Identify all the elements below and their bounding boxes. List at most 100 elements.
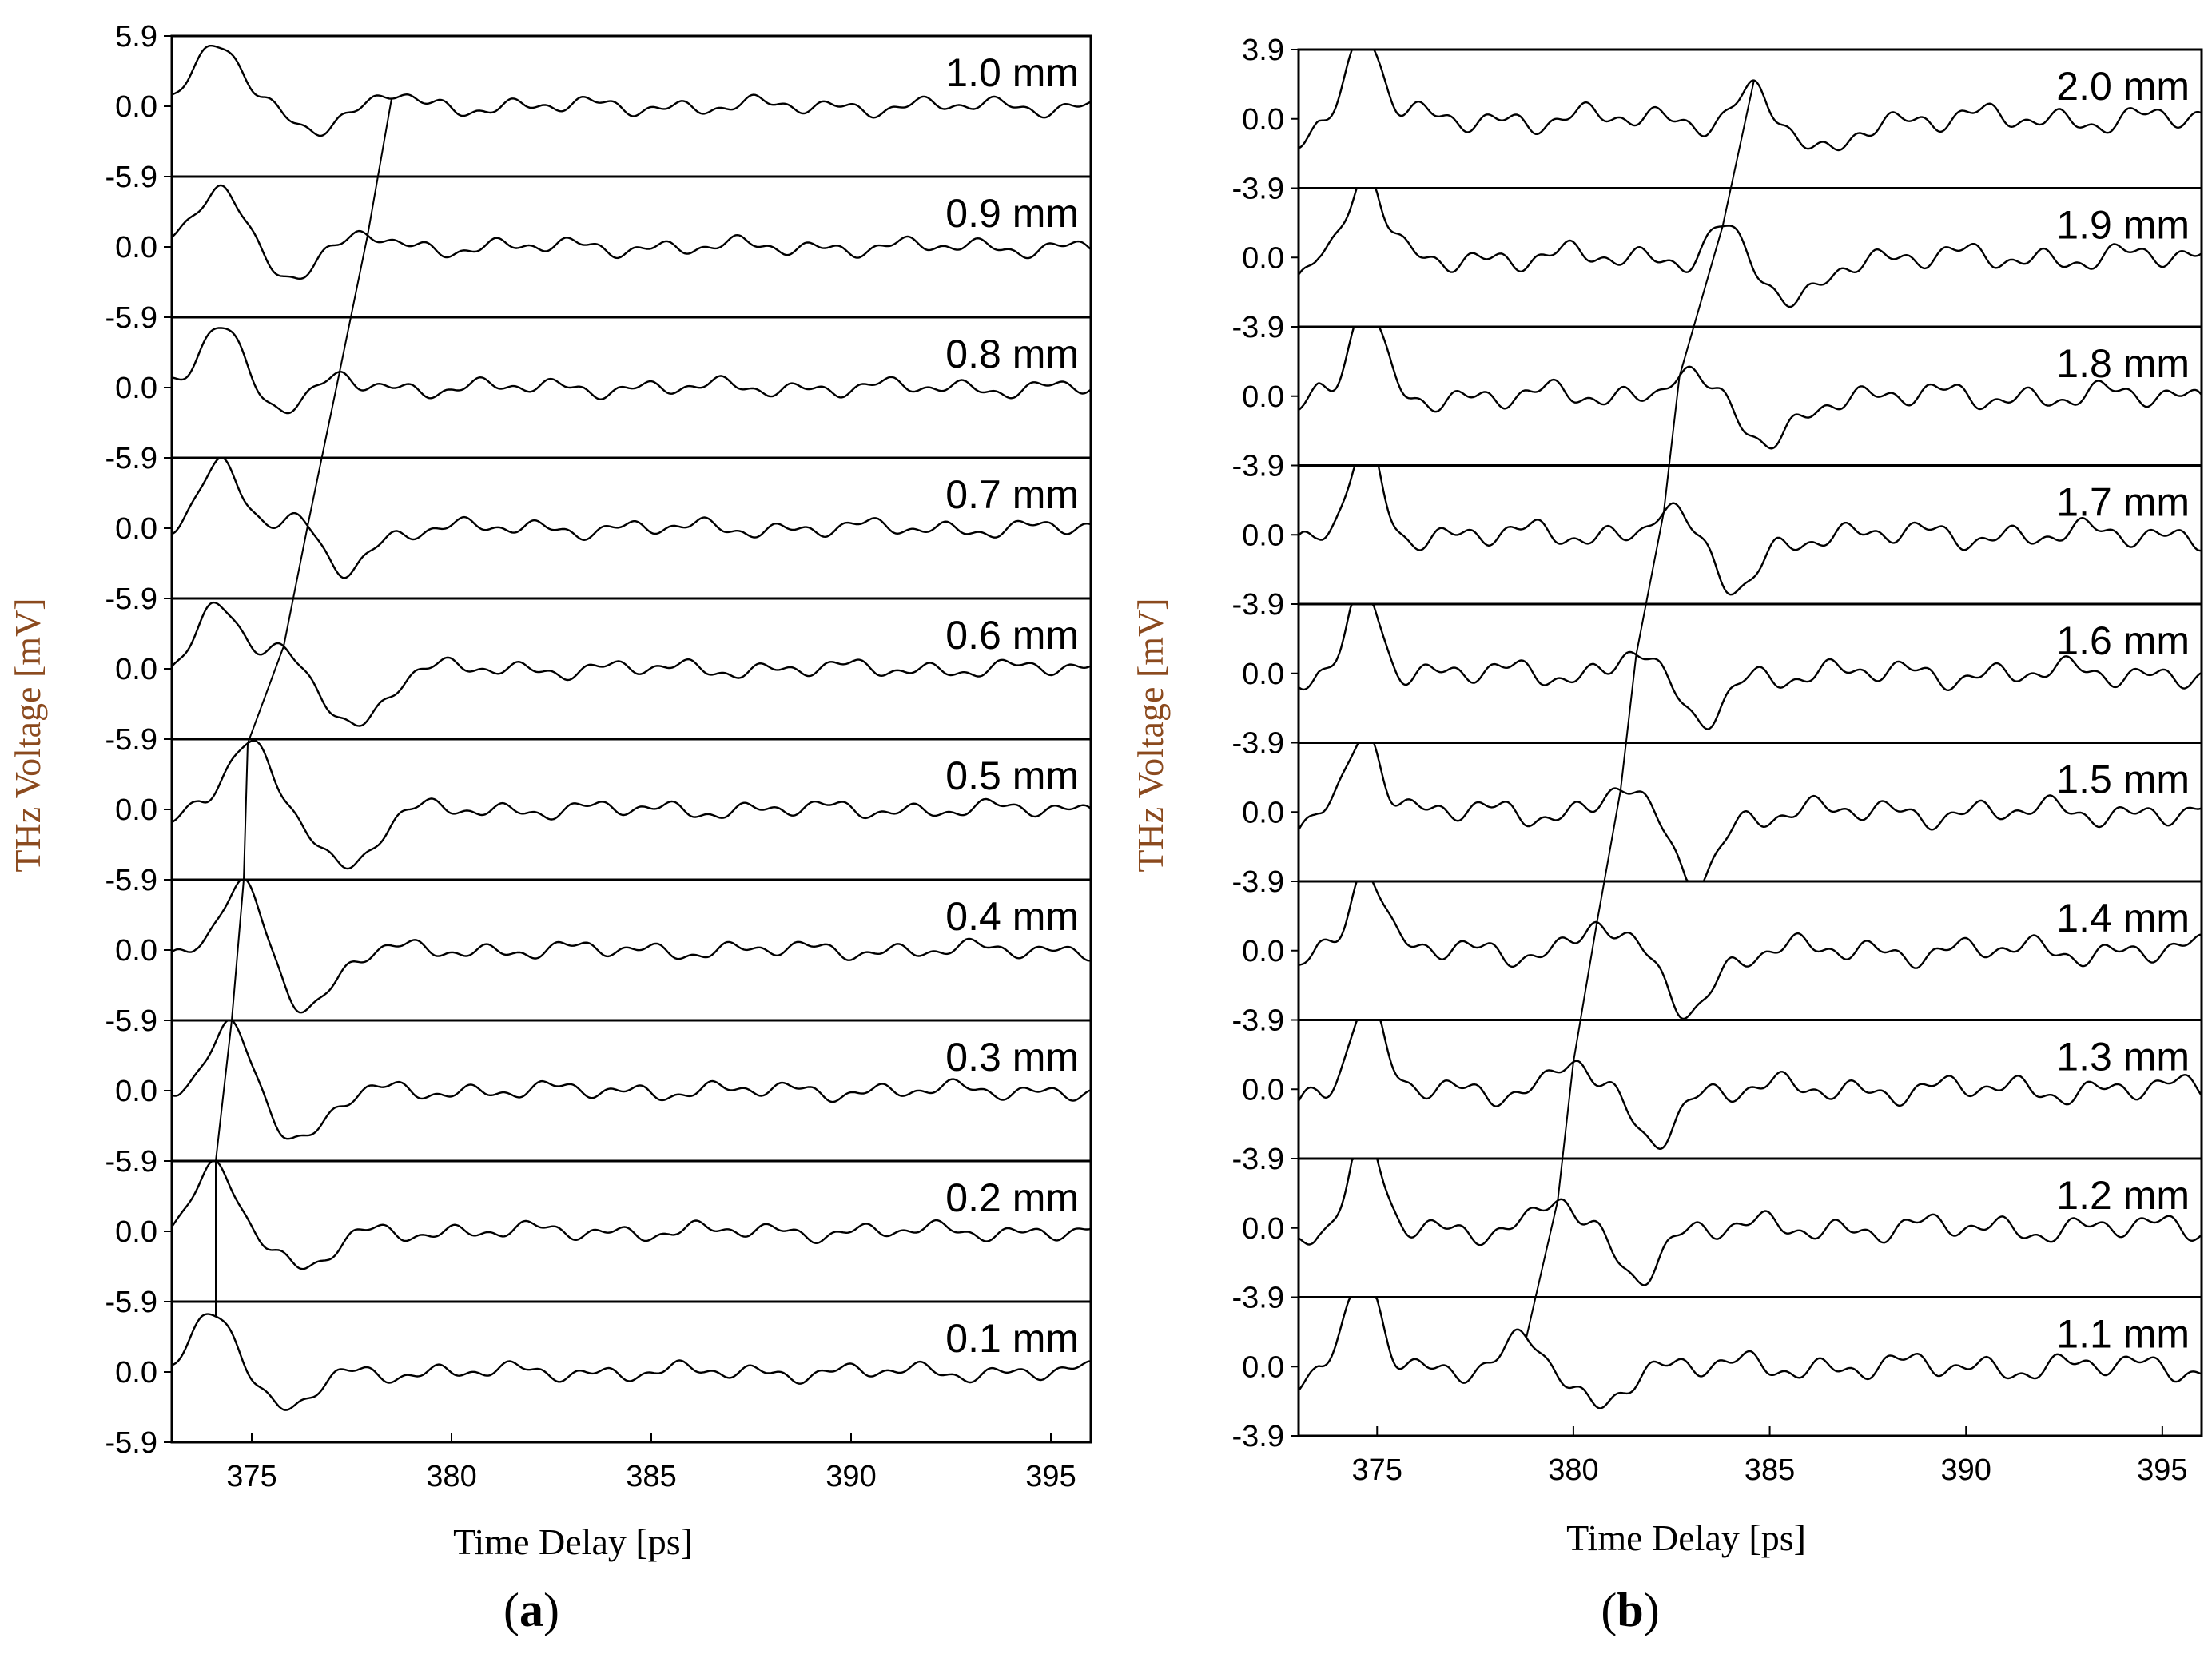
series-label: 0.6 mm [945, 613, 1079, 658]
x-tick-label: 395 [2137, 1453, 2187, 1487]
y-tick-label: 0.0 [1242, 103, 1284, 137]
y-tick-label: 0.0 [115, 653, 157, 686]
series-label: 1.8 mm [2056, 341, 2190, 386]
y-tick-label: -3.9 [1232, 173, 1284, 206]
panel-b-chart: 3.9 0.0 -3.9 0.0 -3.9 0.0 -3.9 0.0 -3.9 0.0 -3.9 0.… [1130, 34, 2203, 1636]
y-tick-label: -3.9 [1232, 450, 1284, 483]
x-tick-label: 390 [1941, 1453, 1991, 1487]
y-tick-label: 5.9 [115, 20, 157, 54]
series-label: 0.4 mm [945, 894, 1079, 939]
series-label: 0.9 mm [945, 191, 1079, 236]
panel-a-letter: a [519, 1584, 543, 1636]
x-tick-label: 395 [1025, 1460, 1076, 1493]
y-tick-label: 0.0 [115, 512, 157, 546]
series-line-0-9-mm [171, 184, 1092, 280]
y-tick-label: 0.0 [1242, 380, 1284, 414]
series-line-1-3-mm [1297, 1019, 2202, 1150]
y-tick-label: -3.9 [1232, 865, 1284, 899]
series-label: 1.5 mm [2056, 757, 2190, 802]
panel-b-letter: b [1617, 1584, 1643, 1636]
y-tick-label: -5.9 [105, 161, 157, 194]
y-tick-label: -5.9 [105, 864, 157, 897]
series-line-0-3-mm [171, 1019, 1092, 1140]
y-tick-label: -3.9 [1232, 1420, 1284, 1453]
series-line-0-4-mm [171, 878, 1092, 1014]
y-tick-label: 0.0 [1242, 658, 1284, 691]
y-tick-label: 0.0 [115, 372, 157, 405]
series-line-0-7-mm [171, 456, 1092, 579]
y-tick-label: 0.0 [1242, 1073, 1284, 1107]
series-label: 0.5 mm [945, 753, 1079, 798]
x-tick-label: 375 [1352, 1453, 1402, 1487]
panel-b-y-axis-label: THz Voltage [mV] [1130, 598, 1171, 872]
series-line-0-6-mm [171, 601, 1092, 727]
series-line-1-0-mm [171, 45, 1092, 137]
y-tick-label: 0.0 [115, 90, 157, 124]
y-tick-label: 0.0 [1242, 1212, 1284, 1246]
series-label: 1.9 mm [2056, 203, 2190, 248]
panel-b-guide-lines [1526, 80, 1755, 1338]
y-tick-label: 0.0 [115, 231, 157, 264]
series-label: 0.7 mm [945, 472, 1079, 517]
y-tick-label: 0.0 [1242, 241, 1284, 275]
y-tick-label: 3.9 [1242, 34, 1284, 67]
y-tick-label: 0.0 [115, 1075, 157, 1108]
y-tick-label: 0.0 [1242, 519, 1284, 552]
y-tick-label: 0.0 [115, 934, 157, 968]
y-tick-label: -5.9 [105, 1004, 157, 1038]
series-line-1-5-mm [1297, 742, 2202, 883]
panel-a-separators [172, 175, 1091, 1303]
series-label: 0.2 mm [945, 1175, 1079, 1220]
series-line-1-1-mm [1298, 1296, 2202, 1409]
feature-guide-line [215, 98, 392, 1317]
y-tick-label: 0.0 [115, 793, 157, 827]
series-line-2-0-mm [1298, 48, 2202, 152]
series-label: 1.2 mm [2056, 1173, 2190, 1218]
series-label: 1.4 mm [2056, 896, 2190, 940]
series-label: 1.7 mm [2056, 480, 2190, 525]
panel-b-y-ticks: 3.9 0.0 -3.9 0.0 -3.9 0.0 -3.9 0.0 -3.9 0.0 -3.9 0.… [1232, 34, 1299, 1453]
y-tick-label: -5.9 [105, 582, 157, 616]
panel-a-y-axis-label: THz Voltage [mV] [7, 598, 48, 872]
series-line-0-5-mm [171, 739, 1092, 870]
panel-b-separators [1299, 187, 2202, 1298]
panel-a-y-ticks: 5.9 0.0 -5.9 0.0 -5.9 0.0 -5.9 0.0 -5.9 0.0 -5.9 0.… [105, 20, 172, 1460]
panel-a-guide-lines [215, 98, 392, 1317]
panel-b-traces [1297, 48, 2202, 1409]
y-tick-label: -5.9 [105, 723, 157, 757]
series-label: 1.0 mm [945, 50, 1079, 95]
series-label: 0.8 mm [945, 332, 1079, 376]
panel-b-series-labels: 2.0 mm 1.9 mm 1.8 mm 1.7 mm 1.6 mm 1.5 mm 1.4 … [2056, 64, 2190, 1357]
x-tick-label: 385 [1745, 1453, 1795, 1487]
y-tick-label: -5.9 [105, 1145, 157, 1179]
y-tick-label: -3.9 [1232, 1143, 1284, 1176]
series-line-1-8-mm [1298, 325, 2202, 450]
panel-b-caption-label: (b) [1601, 1584, 1659, 1636]
panel-b-x-ticks: 375 380 385 390 395 [1352, 1426, 2188, 1487]
series-line-1-6-mm [1298, 602, 2202, 730]
panel-a-x-axis-label: Time Delay [ps] [453, 1521, 693, 1562]
panel-a-x-ticks: 375 380 385 390 395 [226, 1433, 1076, 1493]
x-tick-label: 375 [226, 1460, 276, 1493]
panel-a-chart: 5.9 0.0 -5.9 0.0 -5.9 0.0 -5.9 0.0 -5.9 0.0 -5.9 0.… [7, 20, 1092, 1636]
series-label: 1.1 mm [2056, 1312, 2190, 1357]
y-tick-label: -3.9 [1232, 1004, 1284, 1038]
y-tick-label: -3.9 [1232, 727, 1284, 761]
y-tick-label: 0.0 [115, 1215, 157, 1249]
y-tick-label: -5.9 [105, 442, 157, 475]
series-line-1-9-mm [1298, 187, 2202, 308]
y-tick-label: 0.0 [1242, 935, 1284, 968]
panel-a-caption-label: (a) [503, 1584, 559, 1636]
series-line-0-1-mm [171, 1313, 1091, 1411]
series-line-1-2-mm [1298, 1157, 2202, 1286]
panel-a-series-labels: 1.0 mm 0.9 mm 0.8 mm 0.7 mm 0.6 mm 0.5 mm 0.4 … [945, 50, 1079, 1361]
x-tick-label: 385 [626, 1460, 676, 1493]
x-tick-label: 380 [426, 1460, 476, 1493]
panel-b-frame [1297, 48, 2203, 1437]
x-tick-label: 390 [826, 1460, 876, 1493]
reflection-guide-line [1526, 80, 1755, 1338]
y-tick-label: 0.0 [1242, 1350, 1284, 1384]
y-tick-label: -3.9 [1232, 1282, 1284, 1315]
y-tick-label: -3.9 [1232, 311, 1284, 344]
